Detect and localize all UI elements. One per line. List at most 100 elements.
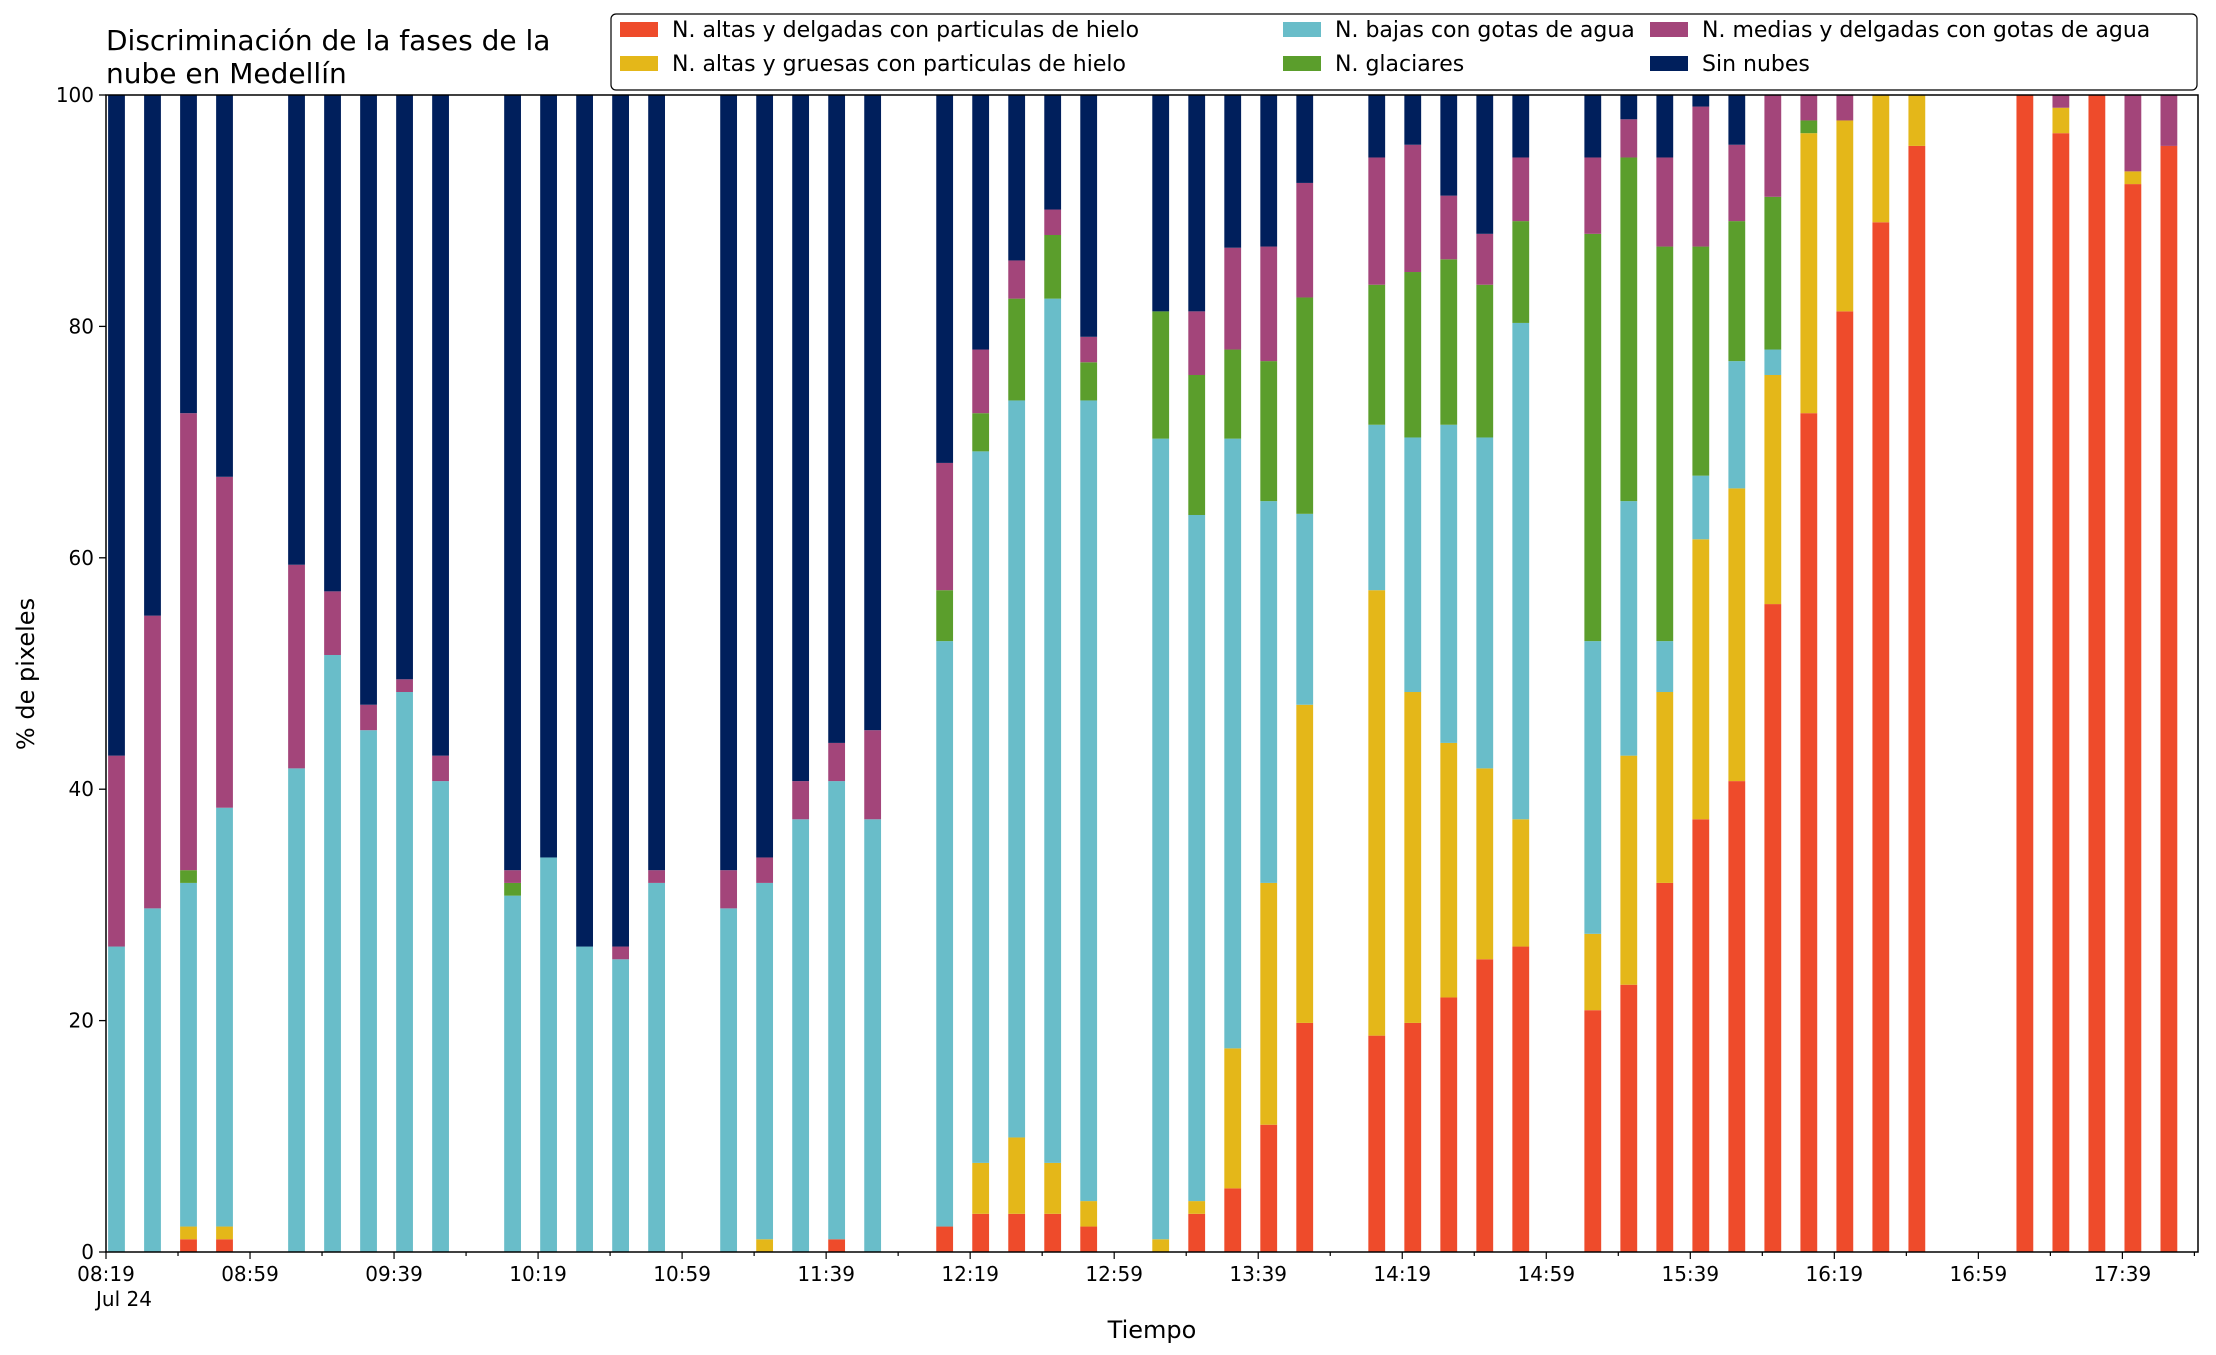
bar-segment: [216, 807, 233, 1227]
bar-segment: [720, 95, 738, 871]
bar-segment: [828, 1239, 846, 1252]
bar-segment: [972, 1213, 990, 1252]
bar-segment: [1800, 133, 1818, 414]
bar-segment: [1080, 95, 1098, 337]
legend-label: N. altas y gruesas con particulas de hie…: [672, 52, 1126, 77]
bar-segment: [2124, 171, 2142, 185]
legend-label: N. glaciares: [1335, 52, 1464, 77]
x-tick-label: 13:39: [1229, 1262, 1287, 1286]
bar-stack: [396, 95, 413, 1252]
x-tick-label: 16:59: [1950, 1262, 2008, 1286]
bar-segment: [1440, 195, 1458, 260]
x-tick-label: 12:19: [941, 1262, 999, 1286]
bar-segment: [1044, 95, 1062, 210]
y-tick-label: 80: [69, 314, 94, 338]
bar-segment: [1656, 95, 1674, 158]
bar-segment: [1584, 641, 1602, 934]
bar-segment: [2052, 107, 2070, 134]
bar-stack: [504, 95, 521, 1252]
bar-segment: [1080, 336, 1098, 363]
bar-stack: [144, 95, 161, 1252]
bar-stack: [1800, 95, 1818, 1252]
bar-segment: [1512, 946, 1530, 1252]
bar-segment: [1692, 95, 1710, 107]
bar-segment: [1008, 1137, 1026, 1214]
bar-segment: [1620, 501, 1638, 756]
bar-segment: [1476, 437, 1494, 769]
bar-stack: [1368, 95, 1386, 1252]
bar-stack: [828, 95, 846, 1252]
bar-segment: [1692, 475, 1710, 540]
bar-segment: [1188, 95, 1206, 312]
y-tick-label: 20: [69, 1009, 94, 1033]
bar-segment: [324, 654, 341, 1252]
bar-segment: [756, 1239, 774, 1252]
bar-segment: [720, 908, 738, 1252]
bar-segment: [1404, 1022, 1422, 1252]
bar-segment: [1764, 374, 1782, 605]
chart-title-line-2: nube en Medellín: [106, 57, 347, 90]
bar-segment: [1512, 157, 1530, 222]
bar-segment: [828, 95, 846, 743]
bar-stack: [576, 95, 593, 1252]
bar-segment: [288, 768, 305, 1252]
bar-segment: [828, 742, 846, 782]
bar-segment: [1188, 514, 1206, 1202]
bar-segment: [1872, 95, 1890, 223]
legend-swatch: [620, 22, 658, 37]
bar-segment: [1620, 119, 1638, 158]
bar-segment: [648, 95, 666, 871]
bar-segment: [1224, 1048, 1242, 1189]
bar-segment: [1044, 209, 1062, 235]
bar-segment: [1908, 95, 1926, 146]
bar-stack: [1584, 95, 1602, 1252]
legend-label: N. medias y delgadas con gotas de agua: [1702, 18, 2150, 43]
bar-segment: [1440, 742, 1458, 998]
bar-stack: [2124, 95, 2142, 1253]
bar-segment: [1800, 120, 1818, 134]
bar-segment: [396, 95, 413, 680]
bar-segment: [1656, 882, 1674, 1252]
bar-stack: [288, 95, 305, 1252]
bar-segment: [1620, 95, 1638, 120]
bar-segment: [1080, 362, 1098, 401]
bar-segment: [180, 882, 197, 1227]
bar-segment: [1008, 95, 1026, 261]
bar-segment: [1188, 1201, 1206, 1214]
bar-segment: [1620, 984, 1638, 1252]
bar-segment: [1800, 95, 1818, 121]
legend-label: N. bajas con gotas de agua: [1335, 18, 1635, 43]
bar-stack: [1260, 95, 1278, 1252]
x-axis-date-label: Jul 24: [94, 1287, 152, 1311]
bar-segment: [1440, 424, 1458, 743]
bar-segment: [756, 95, 774, 858]
bar-segment: [1188, 1213, 1206, 1252]
x-tick-label: 17:39: [2094, 1262, 2152, 1286]
bar-segment: [1296, 95, 1314, 183]
legend-item: N. bajas con gotas de agua: [1283, 18, 1635, 43]
bar-segment: [432, 95, 449, 756]
bar-segment: [1224, 247, 1242, 350]
y-axis: 0 20 40 60 80 100: [56, 83, 106, 1264]
legend-item: N. altas y gruesas con particulas de hie…: [620, 52, 1126, 77]
y-tick-label: 40: [69, 777, 94, 801]
bars: [108, 95, 2178, 1253]
bar-segment: [2088, 95, 2106, 1252]
bar-segment: [1512, 819, 1530, 947]
bar-stack: [324, 95, 341, 1252]
bar-segment: [1512, 322, 1530, 820]
bar-segment: [216, 1239, 233, 1252]
bar-stack: [1656, 95, 1674, 1252]
bar-segment: [1224, 349, 1242, 439]
bar-segment: [1476, 284, 1494, 438]
x-tick-label: 12:59: [1085, 1262, 1143, 1286]
bar-segment: [1728, 95, 1746, 145]
bar-segment: [1296, 513, 1314, 705]
bar-stack: [432, 95, 449, 1252]
bar-segment: [1692, 106, 1710, 247]
bar-segment: [1044, 234, 1062, 299]
bar-segment: [972, 349, 990, 414]
bar-segment: [972, 413, 990, 452]
y-tick-label: 0: [81, 1240, 94, 1264]
bar-stack: [936, 95, 954, 1252]
